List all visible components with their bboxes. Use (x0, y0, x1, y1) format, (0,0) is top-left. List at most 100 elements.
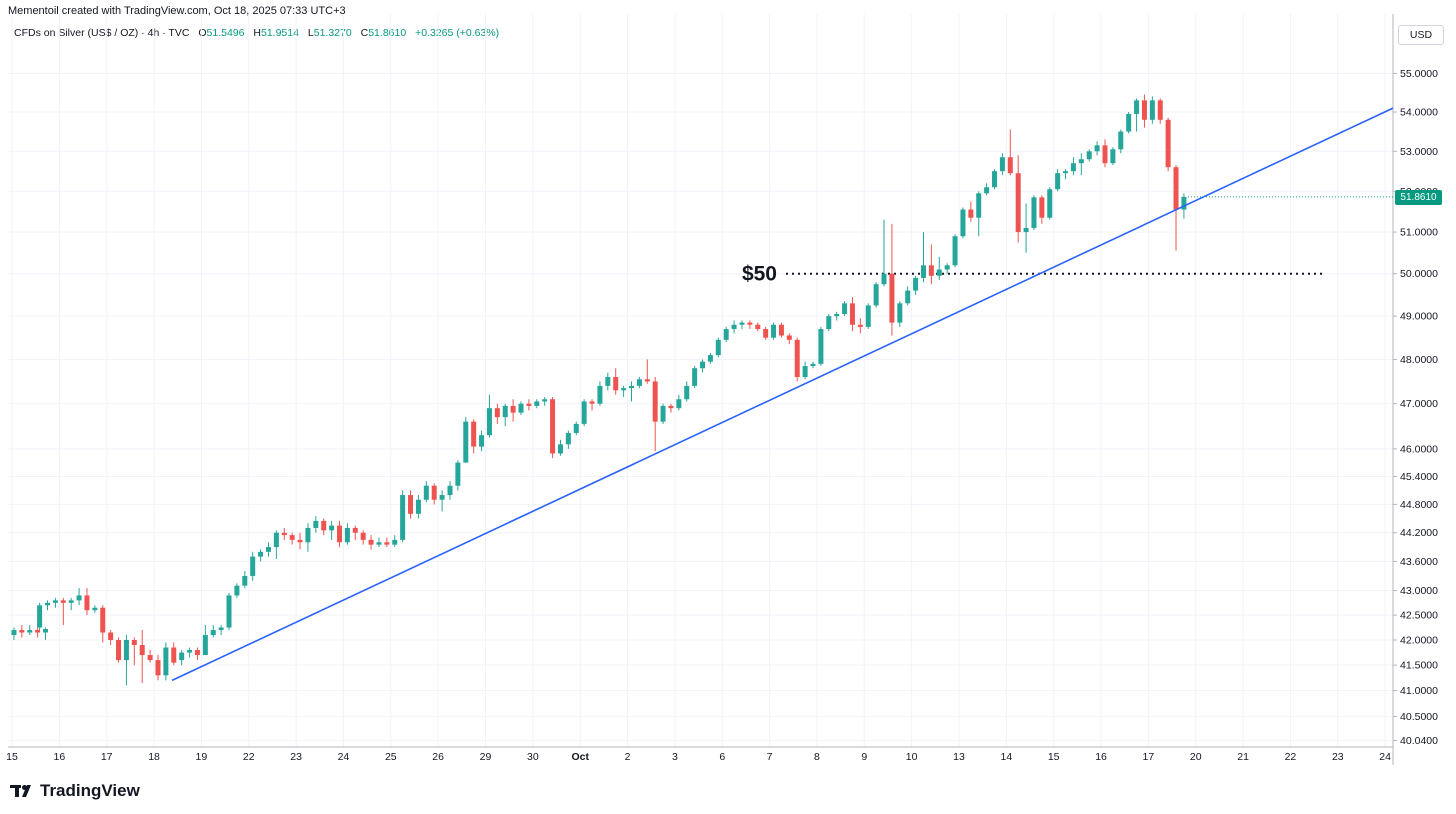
candle-body (92, 607, 98, 611)
candle-body (202, 635, 208, 656)
time-axis-label: 10 (906, 751, 918, 763)
candle-body (368, 539, 374, 545)
candle-body (463, 421, 469, 463)
time-axis-label: 22 (243, 751, 255, 763)
candle-body (628, 385, 634, 389)
candle-body (116, 640, 122, 661)
price-axis-label: 55.0000 (1400, 68, 1438, 80)
time-axis-label: 21 (1237, 751, 1249, 763)
candle-body (857, 324, 863, 327)
last-price-tag: 51.8610 (1395, 190, 1442, 205)
candle-body (242, 575, 248, 586)
candle-body (1055, 173, 1061, 190)
candle-body (1094, 145, 1100, 152)
candle-body (226, 595, 232, 628)
candle-body (542, 399, 548, 402)
candle-body (605, 377, 611, 386)
time-axis-label: 25 (385, 751, 397, 763)
candle-body (297, 539, 303, 543)
candle-body (581, 401, 587, 424)
candle-body (415, 499, 421, 514)
symbol-name[interactable]: CFDs on Silver (US$ / OZ) · 4h · TVC (14, 27, 190, 39)
candle-body (384, 542, 390, 545)
candle-body (621, 388, 627, 391)
candle-body (668, 405, 674, 409)
candle-body (802, 366, 808, 378)
candle-body (392, 539, 398, 545)
candle-body (1015, 173, 1021, 233)
candle-body (258, 551, 264, 557)
time-axis-label: 14 (1001, 751, 1013, 763)
candle-body (171, 647, 177, 663)
high-value: 51.9514 (261, 27, 299, 39)
candle-body (636, 379, 642, 386)
price-axis-label: 44.2000 (1400, 527, 1438, 539)
time-axis-label: 22 (1285, 751, 1297, 763)
time-axis-label: 20 (1190, 751, 1202, 763)
candle-body (1141, 100, 1147, 120)
candle-body (76, 595, 82, 601)
candle-body (187, 650, 193, 653)
candle-body (526, 403, 532, 406)
time-axis-label: 24 (1379, 751, 1391, 763)
candle-body (676, 399, 682, 409)
candle-body (928, 265, 934, 276)
candle-body (43, 629, 49, 633)
currency-button[interactable]: USD (1398, 25, 1444, 45)
candle-body (715, 339, 721, 356)
candle-body (265, 547, 271, 552)
price-axis-label: 40.0400 (1400, 735, 1438, 747)
chart-attribution: Mementoil created with TradingView.com, … (8, 5, 346, 17)
candle-body (52, 600, 58, 603)
candle-body (550, 399, 556, 454)
candle-body (889, 273, 895, 323)
candle-body (1086, 151, 1092, 160)
candle-body (27, 630, 33, 633)
candle-body (1063, 171, 1069, 174)
candle-body (992, 171, 998, 188)
candle-body (739, 322, 745, 325)
time-axis-label: 18 (148, 751, 160, 763)
candle-body (11, 630, 17, 636)
candle-body (1134, 100, 1140, 114)
candle-body (1047, 189, 1053, 218)
time-axis-label: 23 (290, 751, 302, 763)
candle-body (652, 381, 658, 422)
candle-body (408, 495, 414, 514)
candle-body (337, 525, 343, 543)
time-axis-label: 6 (719, 751, 725, 763)
tradingview-logo-icon (10, 785, 31, 797)
price-axis-label: 43.0000 (1400, 585, 1438, 597)
candle-body (281, 532, 287, 536)
time-axis-label: 17 (101, 751, 113, 763)
candle-body (1149, 100, 1155, 120)
candle-body (968, 209, 974, 218)
price-axis-label: 41.5000 (1400, 660, 1438, 672)
candle-body (289, 535, 295, 540)
candle-body (37, 605, 43, 628)
candle-body (455, 462, 461, 486)
time-axis-label: 8 (814, 751, 820, 763)
candle-body (344, 527, 350, 543)
candle-body (913, 277, 919, 291)
candle-body (1031, 197, 1037, 228)
time-axis-label: 16 (54, 751, 66, 763)
price-axis-label: 41.0000 (1400, 685, 1438, 697)
candle-body (1110, 149, 1116, 164)
candle-body (376, 542, 382, 545)
candle-body (502, 405, 508, 418)
candle-body (518, 403, 524, 413)
candle-body (873, 284, 879, 306)
candle-body (321, 520, 327, 531)
price-axis-label: 42.0000 (1400, 635, 1438, 647)
low-label: L (307, 27, 314, 39)
time-axis-label: 13 (953, 751, 965, 763)
candle-body (84, 595, 90, 611)
candle-body (250, 556, 256, 576)
candle-body (660, 405, 666, 422)
candle-body (1039, 197, 1045, 218)
time-axis-label: Oct (571, 751, 589, 763)
candle-body (210, 630, 216, 636)
time-axis-label: 3 (672, 751, 678, 763)
